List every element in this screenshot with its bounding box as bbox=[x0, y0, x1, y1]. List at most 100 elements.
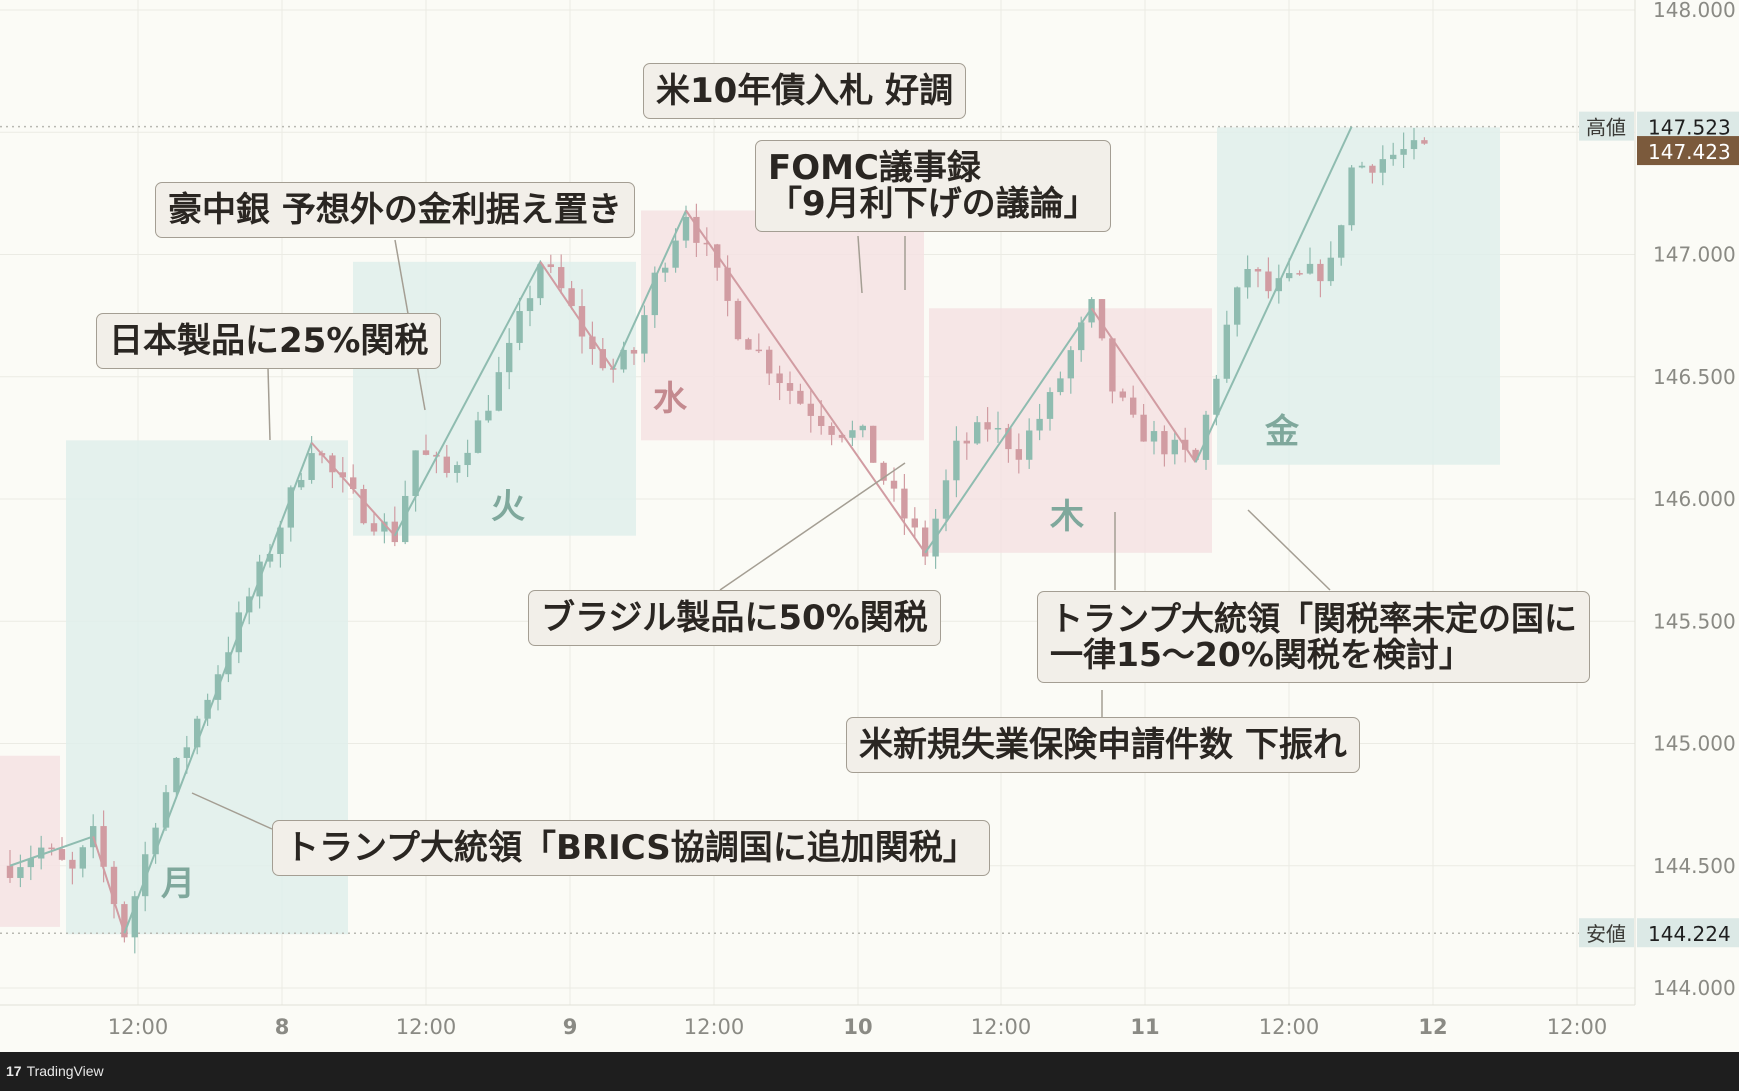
candle bbox=[194, 715, 201, 755]
price-chart[interactable]: 月火水木金148.000147.500147.000146.500146.000… bbox=[0, 0, 1739, 1052]
candle bbox=[443, 444, 450, 478]
candle bbox=[1421, 137, 1428, 145]
candle bbox=[422, 434, 430, 456]
candle bbox=[974, 416, 981, 445]
trend-line-segment bbox=[685, 209, 927, 554]
candle-body bbox=[464, 452, 471, 466]
x-tick-label: 12 bbox=[1418, 1015, 1447, 1039]
candle-body bbox=[131, 896, 138, 938]
annotation-rba-rate-hold: 豪中銀 予想外の金利据え置き bbox=[155, 182, 635, 238]
candle bbox=[1390, 142, 1397, 166]
candle-body bbox=[1286, 273, 1293, 279]
candle bbox=[1306, 247, 1314, 275]
candle-body bbox=[1317, 263, 1324, 282]
candle-body bbox=[630, 349, 638, 354]
candle bbox=[724, 255, 731, 317]
candle-body bbox=[1067, 350, 1074, 379]
candle-body bbox=[994, 427, 1002, 430]
candle-body bbox=[901, 488, 908, 519]
trend-line-segment bbox=[612, 210, 687, 370]
candle-body bbox=[162, 792, 170, 828]
candle-body bbox=[1150, 431, 1158, 442]
day-panel bbox=[0, 755, 60, 927]
candle bbox=[859, 424, 866, 438]
candle-body bbox=[69, 859, 76, 869]
candle-body bbox=[1306, 263, 1314, 274]
candle-body bbox=[870, 425, 877, 463]
candle-body bbox=[807, 403, 814, 416]
annotation-pointer bbox=[191, 792, 273, 830]
x-tick-label: 11 bbox=[1130, 1015, 1159, 1039]
candle bbox=[662, 262, 669, 282]
candle-body bbox=[1348, 167, 1355, 226]
candle bbox=[1036, 403, 1043, 441]
x-tick-label: 12:00 bbox=[971, 1015, 1032, 1039]
candle-body bbox=[173, 757, 180, 793]
tradingview-logo[interactable]: 17 TradingView bbox=[6, 1063, 104, 1079]
candle bbox=[1265, 257, 1272, 299]
y-tick-label: 146.500 bbox=[1653, 365, 1736, 389]
candle-body bbox=[662, 267, 669, 273]
candle bbox=[755, 333, 762, 354]
candle-body bbox=[641, 315, 648, 354]
candle-body bbox=[412, 450, 419, 496]
candle-body bbox=[339, 472, 346, 478]
candle bbox=[6, 849, 14, 883]
candle-body bbox=[1358, 165, 1366, 168]
candle-body bbox=[1421, 140, 1428, 144]
candle bbox=[17, 854, 24, 888]
trend-line-segment bbox=[123, 442, 313, 934]
candle-body bbox=[974, 422, 981, 444]
candle-body bbox=[1161, 431, 1168, 455]
low-label-bg bbox=[1579, 918, 1634, 948]
day-panels bbox=[0, 127, 1500, 935]
candle-body bbox=[1379, 159, 1386, 173]
candle-body bbox=[651, 272, 658, 316]
y-tick-label: 148.000 bbox=[1653, 0, 1736, 22]
candle-body bbox=[776, 373, 783, 384]
candle bbox=[1109, 337, 1116, 404]
candle-body bbox=[1296, 273, 1303, 275]
candle-body bbox=[859, 425, 866, 431]
annotation-brazil-tariff: ブラジル製品に50%関税 bbox=[528, 590, 941, 646]
candle-body bbox=[578, 306, 586, 337]
annotation-brics-tariff: トランプ大統領「BRICS協調国に追加関税」 bbox=[272, 820, 990, 876]
candle-body bbox=[100, 826, 107, 867]
day-panel bbox=[353, 261, 636, 536]
tradingview-mark-icon: 17 bbox=[6, 1063, 22, 1079]
candle bbox=[1234, 286, 1241, 337]
candle-body bbox=[1057, 378, 1064, 393]
candle-body bbox=[194, 718, 201, 748]
time-axis: 12:00 8 12:00 9 12:00 10 12:00 11 12:00 12 12:00 bbox=[0, 1004, 1635, 1039]
low-value: 144.224 bbox=[1648, 922, 1731, 946]
candle bbox=[818, 400, 825, 435]
candle bbox=[870, 425, 877, 463]
y-tick-label: 144.000 bbox=[1653, 976, 1736, 1000]
candle-body bbox=[766, 349, 773, 374]
trend-line-segment bbox=[92, 836, 126, 934]
candle-body bbox=[1130, 397, 1137, 415]
candle bbox=[402, 480, 409, 545]
y-tick-label: 147.000 bbox=[1653, 243, 1736, 267]
candle-body bbox=[693, 216, 700, 243]
candle-body bbox=[1254, 269, 1262, 272]
candle-body bbox=[1046, 392, 1054, 419]
candle-body bbox=[786, 383, 794, 391]
candle bbox=[1161, 425, 1168, 467]
candle-body bbox=[287, 487, 294, 528]
candle bbox=[516, 297, 523, 351]
candle bbox=[1130, 385, 1137, 418]
annotation-pointer bbox=[267, 367, 271, 441]
trend-line-segment bbox=[310, 442, 396, 537]
annotation-pointer bbox=[1247, 509, 1331, 591]
candle bbox=[578, 289, 586, 354]
candle-body bbox=[516, 311, 523, 343]
candle bbox=[474, 411, 482, 454]
candle bbox=[1182, 427, 1189, 463]
candle-body bbox=[745, 339, 752, 350]
candle bbox=[110, 861, 118, 919]
candle bbox=[329, 453, 336, 489]
candle-body bbox=[599, 349, 606, 369]
x-tick-label: 9 bbox=[563, 1015, 578, 1039]
